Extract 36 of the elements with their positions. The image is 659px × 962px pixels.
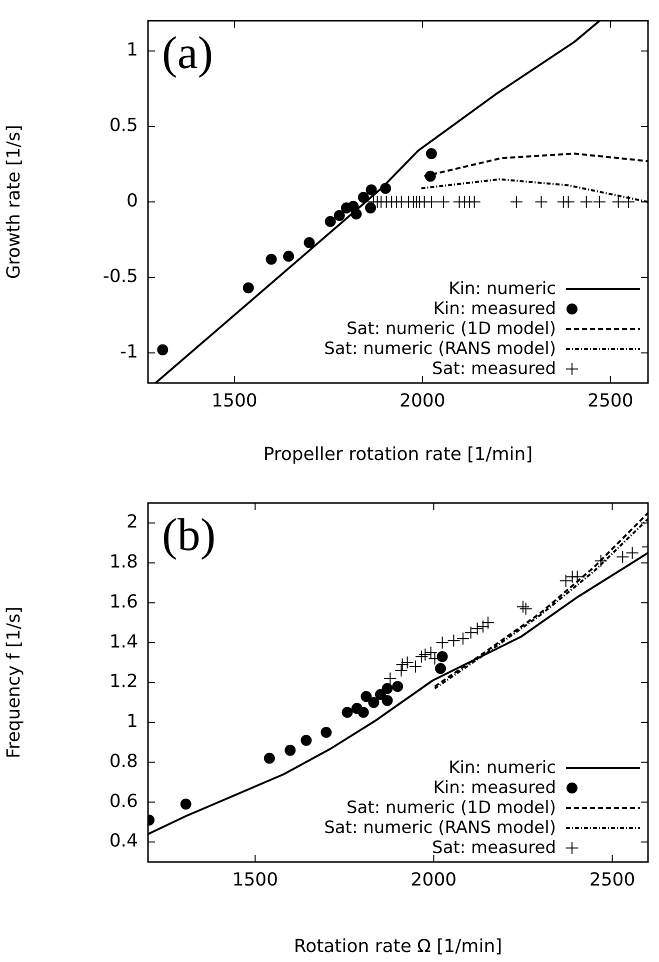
y-tick-label: 0.5 — [109, 115, 138, 136]
y-tick-label: -0.5 — [102, 266, 138, 288]
y-axis-title: Frequency f [1/s] — [3, 606, 24, 758]
legend-label: Sat: numeric (RANS model) — [324, 339, 556, 359]
legend-label: Sat: measured — [432, 838, 556, 858]
y-tick-label: 0.8 — [109, 750, 138, 772]
legend-label: Kin: numeric — [448, 279, 556, 299]
legend-label: Kin: measured — [433, 299, 556, 319]
y-tick-label: 1 — [126, 40, 138, 61]
legend-label: Sat: numeric (1D model) — [346, 798, 556, 818]
x-tick-label: 2500 — [589, 869, 636, 890]
x-tick-label: 1500 — [212, 390, 258, 412]
legend-label: Kin: numeric — [448, 758, 556, 778]
y-tick-label: 0.6 — [109, 790, 138, 812]
annotation: (a) — [162, 26, 214, 78]
x-tick-label: 2000 — [410, 869, 457, 890]
x-tick-label: 2500 — [588, 390, 634, 412]
y-tick-label: 0.4 — [109, 830, 138, 852]
y-tick-label: 1.2 — [109, 671, 138, 692]
y-tick-label: 2 — [126, 512, 138, 533]
x-axis-title: Propeller rotation rate [1/min] — [263, 444, 533, 465]
x-axis-title: Rotation rate Ω [1/min] — [294, 936, 502, 957]
y-tick-label: 1.4 — [109, 631, 138, 652]
y-tick-label: 0 — [126, 190, 138, 212]
y-axis-title: Growth rate [1/s] — [3, 124, 24, 279]
legend-label: Sat: numeric (1D model) — [346, 319, 556, 339]
y-tick-label: 1.8 — [109, 552, 138, 573]
legend-label: Sat: numeric (RANS model) — [324, 818, 556, 838]
annotation: (b) — [162, 509, 216, 560]
x-tick-label: 2000 — [400, 390, 446, 412]
legend-label: Sat: measured — [432, 359, 556, 379]
x-tick-label: 1500 — [232, 869, 278, 890]
y-tick-label: 1 — [126, 711, 138, 732]
y-tick-label: -1 — [120, 341, 138, 362]
y-tick-label: 1.6 — [109, 591, 138, 612]
legend-label: Kin: measured — [433, 778, 556, 798]
